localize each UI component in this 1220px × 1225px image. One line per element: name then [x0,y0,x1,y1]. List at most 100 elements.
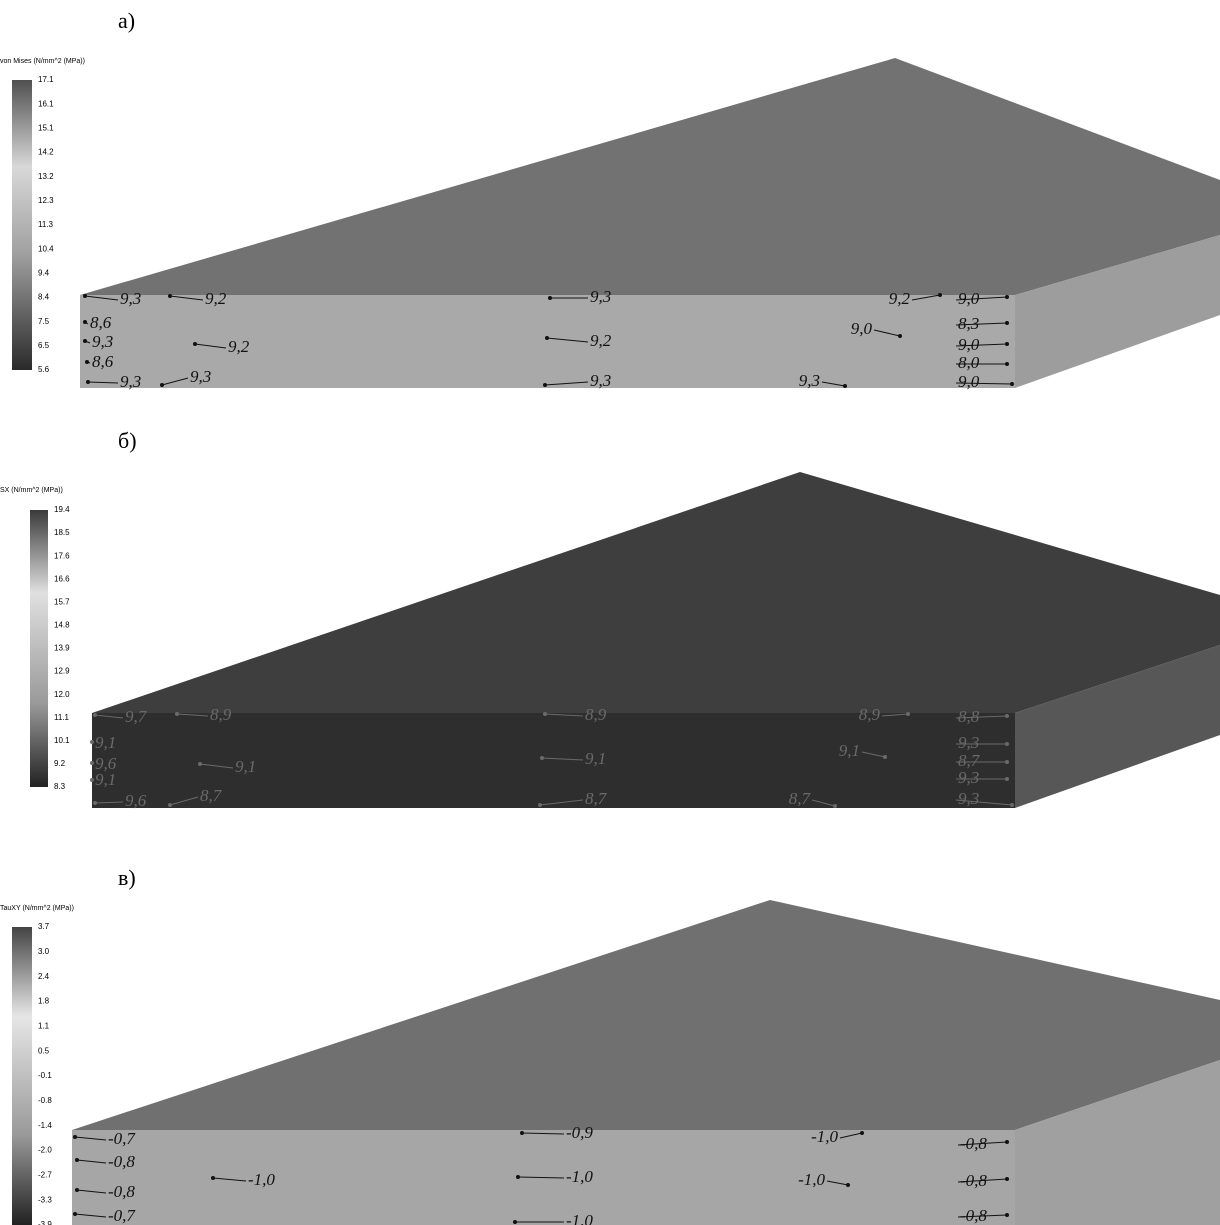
probe-point [516,1175,520,1179]
legend-tick-label: 8.4 [38,293,50,302]
probe-value: 9,3 [958,789,979,808]
probe-value: 8,7 [200,786,223,805]
probe-point [86,380,90,384]
legend-tick-label: 5.6 [38,365,50,374]
model-front-face [92,713,1015,808]
legend-tick-label: -2.0 [38,1146,52,1155]
probe-value: -1,0 [248,1170,275,1189]
probe-point [83,294,87,298]
probe-point [85,360,89,364]
probe-point [548,296,552,300]
panel: б)SX (N/mm^2 (MPa))19.418.517.616.615.71… [0,428,1220,810]
probe-value: 9,3 [120,289,141,308]
legend-tick-label: 1.8 [38,997,50,1006]
probe-value: 8,6 [92,352,114,371]
probe-value: 9,2 [205,289,227,308]
panel-label: а) [118,8,135,33]
probe-value: 9,2 [228,337,250,356]
legend-tick-label: 10.1 [54,736,70,745]
legend-tick-label: 17.6 [54,551,70,560]
legend-tick-label: 14.2 [38,148,54,157]
probe-value: -0,7 [108,1129,136,1148]
probe-value: 8,7 [789,789,812,808]
probe-value: 9,3 [799,371,820,390]
probe-value: -1,0 [566,1211,593,1225]
probe-value: 8,0 [958,353,980,372]
probe-value: 8,6 [90,313,112,332]
probe-point [168,803,172,807]
probe-value: -0,8 [108,1152,135,1171]
probe-point [1005,295,1009,299]
probe-value: 9,3 [120,372,141,391]
probe-point [1005,760,1009,764]
legend-tick-label: -3.9 [38,1220,52,1225]
probe-value: 8,9 [210,705,232,724]
panel-label: б) [118,428,137,453]
probe-point [543,383,547,387]
legend-tick-label: 12.3 [38,196,54,205]
probe-point [175,712,179,716]
probe-value: 9,3 [190,367,211,386]
probe-value: 9,3 [92,332,113,351]
model-top-face [80,58,1220,295]
probe-point [1010,382,1014,386]
legend-tick-label: 11.3 [38,220,54,229]
probe-point [1005,342,1009,346]
probe-point [883,755,887,759]
probe-value: -0,9 [566,1123,593,1142]
probe-point [898,334,902,338]
legend-tick-label: 13.9 [54,644,70,653]
legend-tick-label: 9.4 [38,268,50,277]
probe-value: 9,1 [839,741,860,760]
legend-colorbar [12,80,32,370]
legend-colorbar [30,510,48,787]
legend-tick-label: 12.0 [54,690,70,699]
legend-tick-label: 18.5 [54,528,70,537]
probe-value: -1,0 [811,1127,838,1146]
probe-value: 9,3 [590,371,611,390]
legend-tick-label: -0.1 [38,1071,52,1080]
model-front-face [80,295,1015,388]
probe-point [160,383,164,387]
probe-point [860,1131,864,1135]
probe-value: 8,8 [958,707,980,726]
probe-value: -0,8 [960,1206,987,1225]
legend-tick-label: 14.8 [54,621,70,630]
probe-value: 9,3 [958,768,979,787]
probe-point [1005,362,1009,366]
legend-tick-label: 6.5 [38,341,50,350]
panel: в)TauXY (N/mm^2 (MPa))3.73.02.41.81.10.5… [0,865,1220,1225]
probe-point [833,804,837,808]
probe-point [540,756,544,760]
probe-value: 9,2 [590,331,612,350]
probe-point [846,1183,850,1187]
probe-value: 9,1 [585,749,606,768]
legend-title: SX (N/mm^2 (MPa)) [0,487,63,494]
legend-title: TauXY (N/mm^2 (MPa)) [0,905,74,912]
probe-value: 9,0 [958,335,980,354]
probe-point [83,339,87,343]
probe-point [93,713,97,717]
figure: а)von Mises (N/mm^2 (MPa))17.116.115.114… [0,0,1220,1225]
probe-point [73,1135,77,1139]
panel: а)von Mises (N/mm^2 (MPa))17.116.115.114… [0,8,1220,391]
probe-value: -0,8 [960,1171,987,1190]
probe-value: 9,1 [235,757,256,776]
probe-value: -0,8 [108,1182,135,1201]
legend-tick-label: 15.7 [54,597,70,606]
legend-tick-label: 10.4 [38,244,54,253]
probe-point [1005,1213,1009,1217]
probe-point [938,293,942,297]
probe-value: 9,7 [125,707,148,726]
legend-tick-label: 0.5 [38,1046,50,1055]
legend-tick-label: 15.1 [38,123,54,132]
legend-tick-label: 7.5 [38,317,50,326]
probe-point [1010,803,1014,807]
probe-value: 9,3 [590,287,611,306]
legend-tick-label: -0.8 [38,1096,52,1105]
probe-value: -0,7 [108,1206,136,1225]
probe-point [93,801,97,805]
probe-point [843,384,847,388]
legend-tick-label: -2.7 [38,1170,52,1179]
legend-tick-label: -1.4 [38,1121,52,1130]
